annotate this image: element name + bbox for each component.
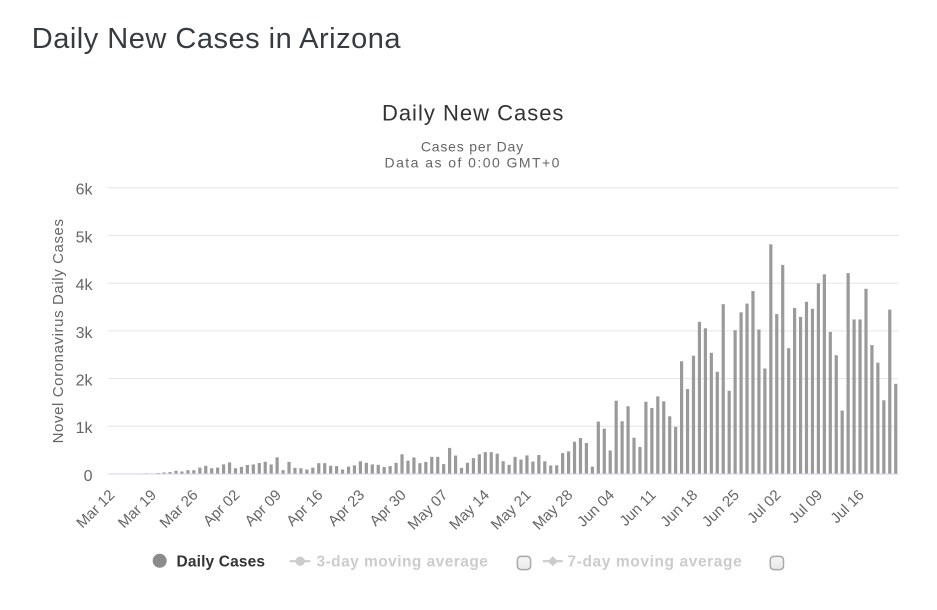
- svg-text:Jul 16: Jul 16: [827, 487, 867, 527]
- svg-text:Cases per Day: Cases per Day: [421, 138, 524, 154]
- svg-text:Mar 19: Mar 19: [115, 487, 160, 532]
- svg-text:Jul 09: Jul 09: [786, 487, 826, 527]
- svg-text:6k: 6k: [76, 182, 94, 199]
- svg-text:Jun 04: Jun 04: [574, 487, 618, 531]
- svg-text:Data as of 0:00 GMT+0: Data as of 0:00 GMT+0: [385, 154, 561, 170]
- svg-text:Apr 09: Apr 09: [242, 487, 285, 530]
- svg-text:Apr 16: Apr 16: [283, 487, 326, 530]
- svg-text:Apr 23: Apr 23: [325, 487, 368, 530]
- svg-text:1k: 1k: [76, 420, 94, 437]
- svg-text:Jun 18: Jun 18: [657, 487, 701, 531]
- svg-text:Jul 02: Jul 02: [744, 487, 784, 527]
- svg-text:0: 0: [84, 468, 93, 485]
- svg-text:Apr 30: Apr 30: [366, 487, 409, 530]
- svg-text:4k: 4k: [76, 277, 94, 294]
- svg-text:Apr 02: Apr 02: [200, 487, 243, 530]
- svg-text:May 07: May 07: [405, 487, 452, 534]
- svg-text:Jun 25: Jun 25: [699, 487, 743, 531]
- svg-text:Jun 11: Jun 11: [616, 487, 659, 530]
- svg-text:Mar 12: Mar 12: [73, 487, 118, 532]
- svg-text:7-day moving average: 7-day moving average: [568, 554, 743, 571]
- svg-text:5k: 5k: [76, 229, 94, 246]
- svg-text:3-day moving average: 3-day moving average: [317, 554, 489, 571]
- svg-text:May 21: May 21: [488, 487, 535, 534]
- svg-text:Daily Cases: Daily Cases: [177, 554, 266, 571]
- svg-text:Daily New Cases: Daily New Cases: [382, 101, 565, 126]
- svg-text:3k: 3k: [76, 325, 94, 342]
- svg-text:May 14: May 14: [446, 487, 493, 534]
- svg-text:Novel Coronavirus Daily Cases: Novel Coronavirus Daily Cases: [50, 218, 67, 443]
- svg-text:May 28: May 28: [529, 487, 576, 534]
- svg-text:Mar 26: Mar 26: [157, 487, 202, 532]
- svg-text:2k: 2k: [76, 373, 94, 390]
